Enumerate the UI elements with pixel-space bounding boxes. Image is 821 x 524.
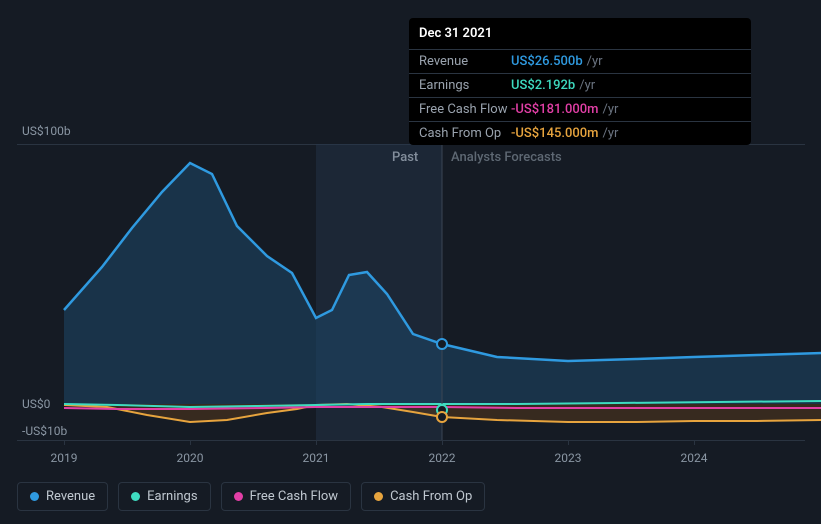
x-axis-label: 2023 [555, 451, 582, 465]
tooltip-unit: /yr [587, 54, 603, 69]
tooltip-label: Revenue [419, 54, 511, 69]
tooltip-row-revenue: Revenue US$26.500b /yr [409, 50, 751, 74]
tooltip-unit: /yr [602, 102, 618, 117]
tooltip-unit: /yr [579, 78, 595, 93]
legend-label: Cash From Op [390, 489, 472, 504]
financial-chart: US$100b US$0 -US$10b 2019 2020 2021 2022… [17, 0, 805, 524]
x-axis-label: 2021 [303, 451, 330, 465]
x-axis-label: 2024 [681, 451, 708, 465]
chart-legend: Revenue Earnings Free Cash Flow Cash Fro… [17, 482, 485, 511]
tooltip-label: Cash From Op [419, 126, 511, 141]
legend-label: Earnings [147, 489, 197, 504]
x-axis-label: 2022 [429, 451, 456, 465]
tooltip-label: Earnings [419, 78, 511, 93]
tooltip-unit: /yr [602, 126, 618, 141]
tooltip-value: US$2.192b [511, 78, 575, 93]
x-axis-label: 2020 [177, 451, 204, 465]
x-axis-label: 2019 [51, 451, 78, 465]
tooltip-value: -US$181.000m [511, 102, 598, 117]
tooltip-row-cash-from-op: Cash From Op -US$145.000m /yr [409, 122, 751, 145]
legend-label: Revenue [46, 489, 95, 504]
legend-item-cash-from-op[interactable]: Cash From Op [361, 482, 485, 511]
legend-dot-icon [30, 492, 39, 501]
chart-tooltip: Dec 31 2021 Revenue US$26.500b /yr Earni… [409, 18, 751, 145]
legend-item-earnings[interactable]: Earnings [118, 482, 210, 511]
legend-dot-icon [234, 492, 243, 501]
tooltip-value: US$26.500b [511, 54, 583, 69]
tooltip-label: Free Cash Flow [419, 102, 511, 117]
tooltip-date: Dec 31 2021 [409, 18, 751, 50]
legend-dot-icon [374, 492, 383, 501]
legend-dot-icon [131, 492, 140, 501]
legend-item-revenue[interactable]: Revenue [17, 482, 108, 511]
tooltip-value: -US$145.000m [511, 126, 598, 141]
legend-label: Free Cash Flow [250, 489, 338, 504]
legend-item-free-cash-flow[interactable]: Free Cash Flow [221, 482, 351, 511]
tooltip-row-earnings: Earnings US$2.192b /yr [409, 74, 751, 98]
tooltip-row-free-cash-flow: Free Cash Flow -US$181.000m /yr [409, 98, 751, 122]
